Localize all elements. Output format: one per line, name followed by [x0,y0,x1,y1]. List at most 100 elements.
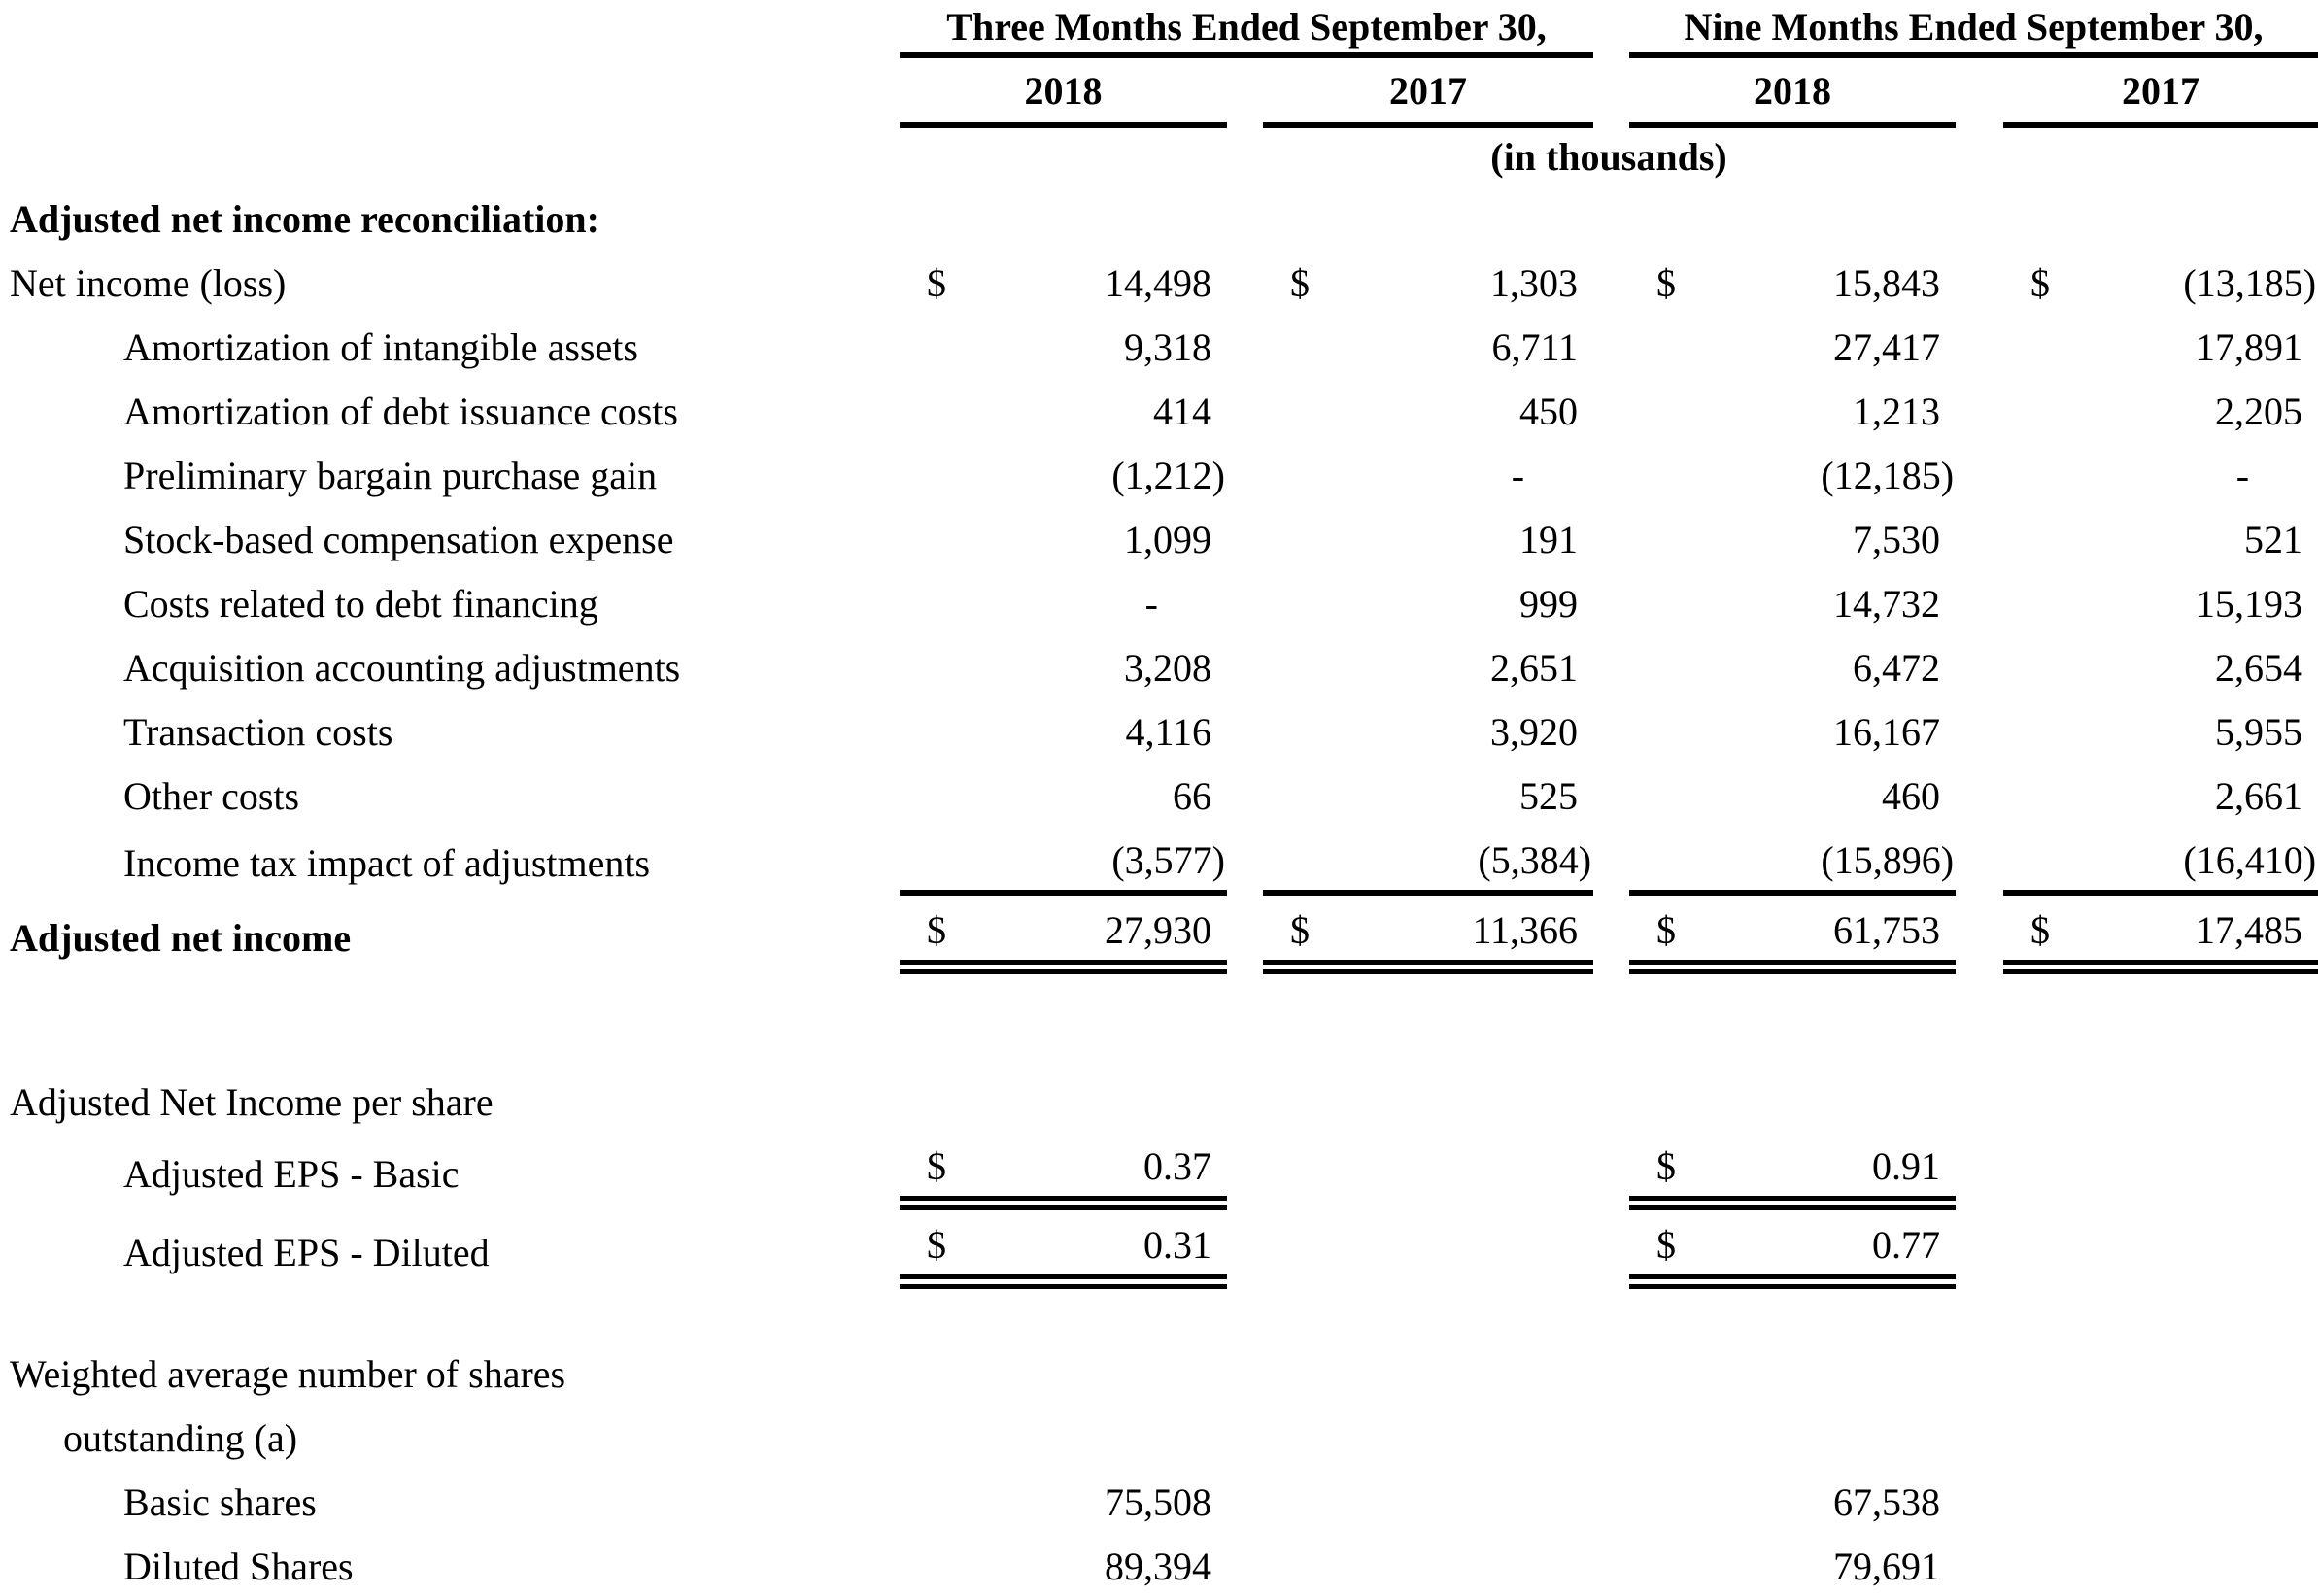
value: 3,208 [1124,646,1211,690]
column-gap [1227,1532,1263,1596]
table-row: Other costs 66 525 460 2,661 [0,762,2318,826]
value-cell [2003,1132,2318,1204]
section-title-row: Adjusted Net Income per share [0,1068,2318,1132]
spacer [0,968,2318,1069]
column-gap [1227,633,1263,697]
value-cell [2003,1532,2318,1596]
column-gap [1593,1132,1629,1204]
value-cell: - [900,569,1227,633]
table-row: Adjusted EPS - Basic $0.37 $0.91 [0,1132,2318,1210]
value-cell: 2,651 [1263,633,1593,697]
value: 6,711 [1491,325,1579,369]
column-gap [1227,249,1263,313]
value: 75,508 [1105,1480,1211,1524]
value-cell: 66 [900,762,1227,826]
column-gap [1227,377,1263,441]
value-cell: 89,394 [900,1532,1227,1596]
column-gap [1593,1532,1629,1596]
value: 7,530 [1853,518,1941,561]
column-gap [1956,377,2003,441]
currency-symbol: $ [2030,261,2051,305]
row-label: Amortization of debt issuance costs [123,390,678,433]
table-row: Income tax impact of adjustments (3,577)… [0,826,2318,896]
value: 17,891 [2196,325,2303,369]
value: 16,167 [1833,710,1941,754]
column-gap [1593,1204,1629,1282]
column-gap [1227,1204,1263,1282]
currency-symbol: $ [1656,261,1677,305]
column-gap [1956,1204,2003,1282]
column-gap [1227,569,1263,633]
row-label: Diluted Shares [123,1545,354,1588]
value-cell: 2,654 [2003,633,2318,697]
value-cell: $ (13,185) [2003,249,2318,313]
value-cell: - [2003,441,2318,505]
row-label: Adjusted net income [10,915,352,960]
value-cell: (12,185) [1629,441,1956,505]
spacer-row [0,968,2318,1069]
value-cell: 3,920 [1263,697,1593,762]
value-cell: $0.91 [1629,1132,1957,1210]
value: 1,303 [1490,261,1579,305]
value-cell: $17,485 [2003,893,2318,974]
column-gap [1227,893,1263,968]
value-cell: 999 [1263,569,1593,633]
value: 414 [1153,390,1211,433]
value: 3,920 [1490,710,1579,754]
value-cell [1263,1532,1593,1596]
value-cell: $27,930 [900,893,1227,974]
value-cell: 525 [1263,762,1593,826]
value: (16,410) [2183,838,2317,882]
value-cell: 27,417 [1629,313,1956,377]
currency-symbol: $ [927,1144,946,1188]
value: 1,213 [1853,390,1941,433]
value: 9,318 [1124,325,1211,369]
column-gap [1593,249,1629,313]
value-cell: $0.77 [1629,1203,1957,1289]
year-header-3m-2018: 2018 [900,55,1227,128]
table-row: Basic shares 75,508 67,538 [0,1468,2318,1532]
table-row: Amortization of debt issuance costs 414 … [0,377,2318,441]
value-cell: 521 [2003,505,2318,569]
total-row: Adjusted net income $27,930 $11,366 $61,… [0,893,2318,974]
period-header-row: Three Months Ended September 30, Nine Mo… [0,0,2318,58]
value: - [1511,454,1525,497]
value: 61,753 [1833,908,1941,952]
value: 1,099 [1124,518,1211,561]
year-header-row: 2018 2017 2018 2017 [0,55,2318,128]
value-cell: 14,732 [1629,569,1956,633]
currency-symbol: $ [1656,1144,1677,1188]
column-gap [1227,441,1263,505]
column-gap [1593,55,1629,125]
value-cell [2003,1468,2318,1532]
table-row: Acquisition accounting adjustments 3,208… [0,633,2318,697]
column-gap [1593,569,1629,633]
value-cell: 414 [900,377,1227,441]
value: - [2235,454,2250,497]
value: 89,394 [1105,1545,1211,1588]
currency-symbol: $ [1656,908,1677,952]
value: 14,498 [1105,261,1211,305]
column-gap [1227,313,1263,377]
value: 27,417 [1833,325,1941,369]
value-cell: 79,691 [1629,1532,1956,1596]
column-gap [1956,505,2003,569]
value-cell: 2,205 [2003,377,2318,441]
value-cell: 6,472 [1629,633,1956,697]
value: (15,896) [1821,838,1955,882]
row-label: Other costs [123,774,300,818]
column-gap [1956,826,2003,893]
empty-cell [0,0,900,55]
value: 27,930 [1105,908,1211,952]
units-row: (in thousands) [0,125,2318,185]
column-gap [1227,1468,1263,1532]
section-title-shares-line1: Weighted average number of shares [10,1352,566,1396]
table-row: Preliminary bargain purchase gain (1,212… [0,441,2318,505]
period-header-three-months: Three Months Ended September 30, [900,0,1594,58]
value-cell: 6,711 [1263,313,1593,377]
table-row: Amortization of intangible assets 9,318 … [0,313,2318,377]
column-gap [1593,505,1629,569]
section-title-reconciliation: Adjusted net income reconciliation: [10,197,599,241]
currency-symbol: $ [1290,908,1310,952]
section-title-shares-line2: outstanding (a) [63,1416,298,1460]
